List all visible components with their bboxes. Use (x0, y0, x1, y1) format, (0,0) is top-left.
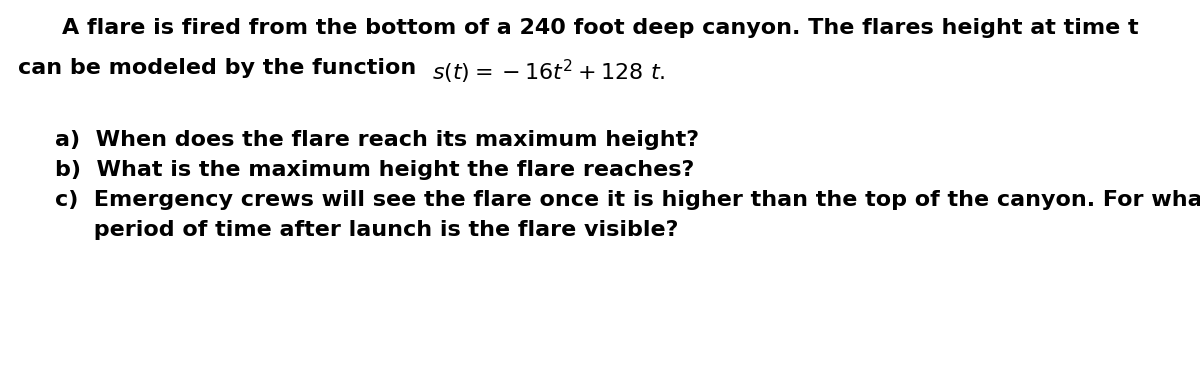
Text: a)  When does the flare reach its maximum height?: a) When does the flare reach its maximum… (55, 130, 700, 150)
Text: can be modeled by the function: can be modeled by the function (18, 58, 432, 78)
Text: A flare is fired from the bottom of a 240 foot deep canyon. The flares height at: A flare is fired from the bottom of a 24… (61, 18, 1139, 38)
Text: c)  Emergency crews will see the flare once it is higher than the top of the can: c) Emergency crews will see the flare on… (55, 190, 1200, 210)
Text: period of time after launch is the flare visible?: period of time after launch is the flare… (55, 220, 678, 240)
Text: b)  What is the maximum height the flare reaches?: b) What is the maximum height the flare … (55, 160, 695, 180)
Text: $s(t) = -16t^2 + 128\ t.$: $s(t) = -16t^2 + 128\ t.$ (432, 58, 665, 86)
